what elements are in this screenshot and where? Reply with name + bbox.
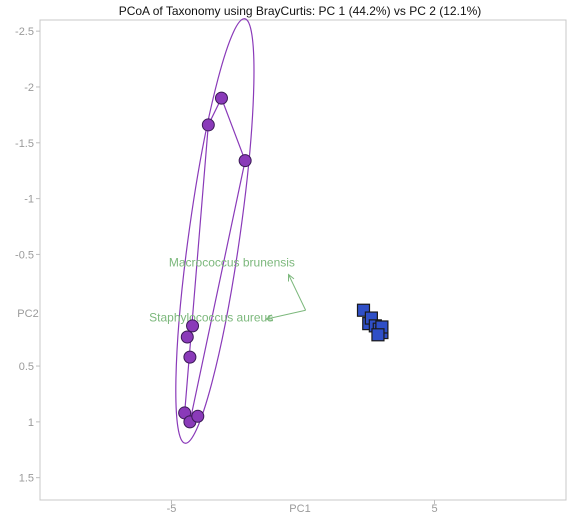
biplot-arrow-label: Macrococcus brunensis <box>169 256 295 270</box>
group-ellipses <box>175 18 255 444</box>
chart-title: PCoA of Taxonomy using BrayCurtis: PC 1 … <box>119 4 482 18</box>
y-axis: -2.5 -2 -1.5 -1 -0.5 0.5 1 1.5 <box>15 26 40 485</box>
data-point-circle <box>238 154 252 168</box>
x-tick-label: 5 <box>431 503 437 515</box>
data-point-circle <box>214 91 228 105</box>
data-point-square <box>371 328 385 342</box>
x-axis: -5 5 <box>167 500 438 515</box>
data-point-circle <box>191 409 205 423</box>
y-tick-label: -2 <box>24 82 34 94</box>
x-tick-label: -5 <box>167 503 177 515</box>
plot-area-border <box>39 19 567 501</box>
data-points <box>178 91 389 429</box>
y-tick-label: 0.5 <box>19 361 34 373</box>
data-point-circle <box>186 319 200 333</box>
y-tick-label: -1.5 <box>15 138 34 150</box>
group-ellipse <box>175 18 255 444</box>
biplot-arrow-line <box>266 309 306 320</box>
y-tick-label: -2.5 <box>15 26 34 38</box>
biplot-arrow-line <box>288 274 307 311</box>
y-tick-label: -0.5 <box>15 249 34 261</box>
biplot-arrows: Macrococcus brunensis Staphylococcus aure… <box>149 256 307 324</box>
y-tick-label: 1 <box>28 417 34 429</box>
data-point-circle <box>180 330 194 344</box>
y-tick-label: -1 <box>24 194 34 206</box>
biplot-arrow-label: Staphylococcus aureus <box>149 310 273 324</box>
biplot-arrow-head <box>288 273 295 282</box>
data-point-circle <box>201 118 215 132</box>
biplot-arrow-head <box>265 314 274 322</box>
data-point-circle <box>183 350 197 364</box>
y-axis-label: PC2 <box>17 308 38 320</box>
y-tick-label: 1.5 <box>19 473 34 485</box>
x-axis-label: PC1 <box>289 503 310 515</box>
